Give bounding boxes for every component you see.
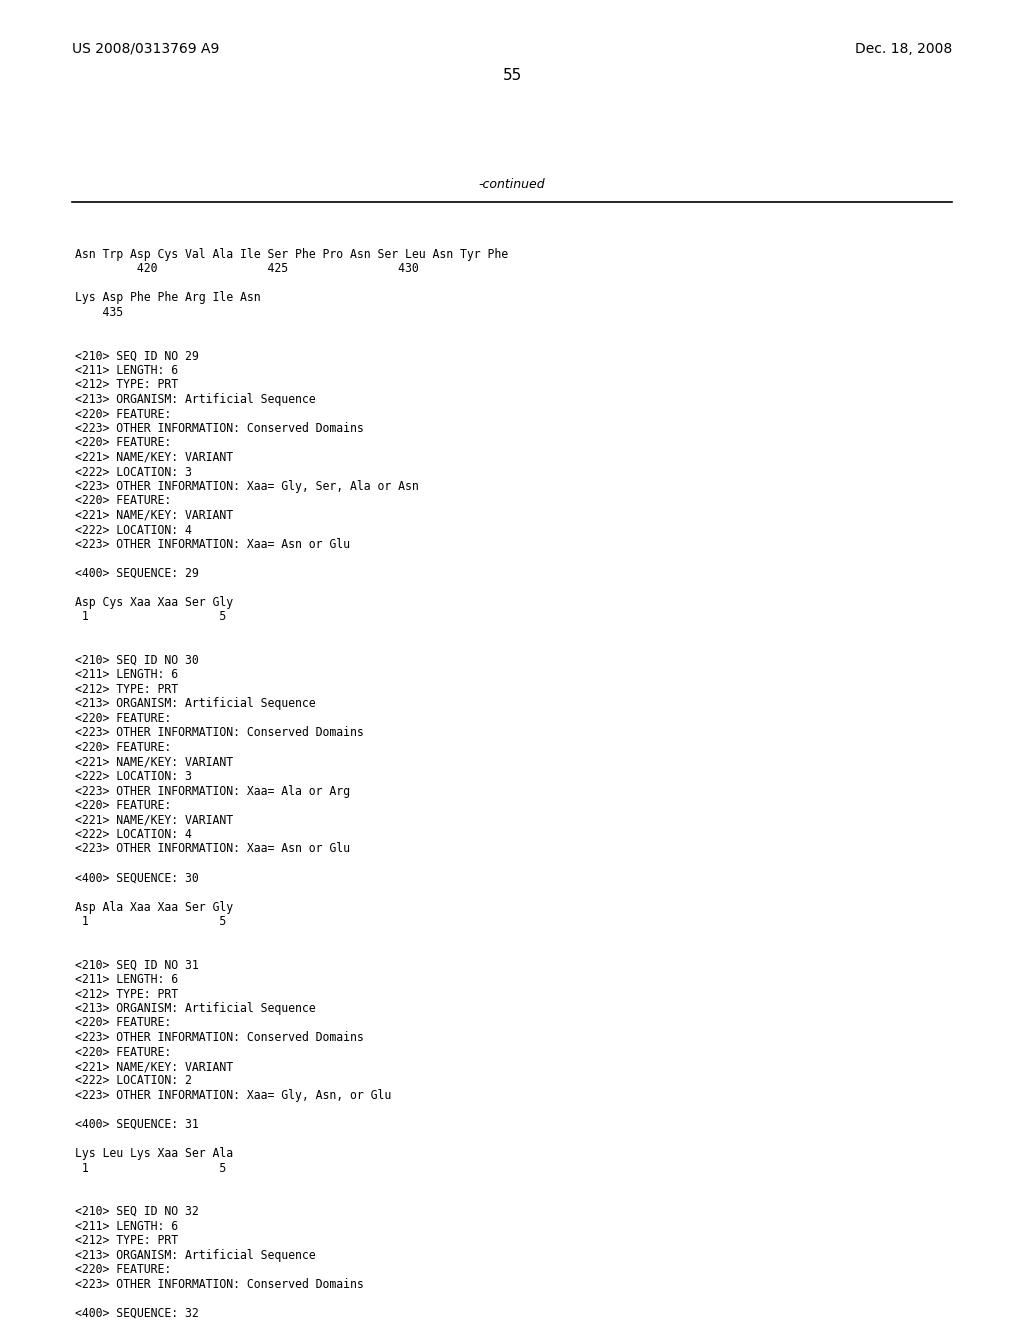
Text: <221> NAME/KEY: VARIANT: <221> NAME/KEY: VARIANT [75,755,233,768]
Text: 55: 55 [503,69,521,83]
Text: <400> SEQUENCE: 30: <400> SEQUENCE: 30 [75,871,199,884]
Text: 420                425                430: 420 425 430 [75,263,419,276]
Text: <213> ORGANISM: Artificial Sequence: <213> ORGANISM: Artificial Sequence [75,393,315,407]
Text: US 2008/0313769 A9: US 2008/0313769 A9 [72,42,219,55]
Text: <220> FEATURE:: <220> FEATURE: [75,1016,171,1030]
Text: <223> OTHER INFORMATION: Xaa= Asn or Glu: <223> OTHER INFORMATION: Xaa= Asn or Glu [75,539,350,550]
Text: <223> OTHER INFORMATION: Conserved Domains: <223> OTHER INFORMATION: Conserved Domai… [75,422,364,436]
Text: <211> LENGTH: 6: <211> LENGTH: 6 [75,973,178,986]
Text: <222> LOCATION: 3: <222> LOCATION: 3 [75,466,191,479]
Text: <221> NAME/KEY: VARIANT: <221> NAME/KEY: VARIANT [75,510,233,521]
Text: <213> ORGANISM: Artificial Sequence: <213> ORGANISM: Artificial Sequence [75,1249,315,1262]
Text: <223> OTHER INFORMATION: Xaa= Gly, Ser, Ala or Asn: <223> OTHER INFORMATION: Xaa= Gly, Ser, … [75,480,419,492]
Text: <210> SEQ ID NO 30: <210> SEQ ID NO 30 [75,653,199,667]
Text: Lys Asp Phe Phe Arg Ile Asn: Lys Asp Phe Phe Arg Ile Asn [75,292,261,305]
Text: <210> SEQ ID NO 29: <210> SEQ ID NO 29 [75,350,199,363]
Text: <211> LENGTH: 6: <211> LENGTH: 6 [75,364,178,378]
Text: <223> OTHER INFORMATION: Xaa= Ala or Arg: <223> OTHER INFORMATION: Xaa= Ala or Arg [75,784,350,797]
Text: Dec. 18, 2008: Dec. 18, 2008 [855,42,952,55]
Text: <212> TYPE: PRT: <212> TYPE: PRT [75,987,178,1001]
Text: Asn Trp Asp Cys Val Ala Ile Ser Phe Pro Asn Ser Leu Asn Tyr Phe: Asn Trp Asp Cys Val Ala Ile Ser Phe Pro … [75,248,508,261]
Text: <213> ORGANISM: Artificial Sequence: <213> ORGANISM: Artificial Sequence [75,1002,315,1015]
Text: <223> OTHER INFORMATION: Xaa= Asn or Glu: <223> OTHER INFORMATION: Xaa= Asn or Glu [75,842,350,855]
Text: <210> SEQ ID NO 32: <210> SEQ ID NO 32 [75,1205,199,1218]
Text: <220> FEATURE:: <220> FEATURE: [75,437,171,450]
Text: <223> OTHER INFORMATION: Conserved Domains: <223> OTHER INFORMATION: Conserved Domai… [75,1031,364,1044]
Text: <220> FEATURE:: <220> FEATURE: [75,1045,171,1059]
Text: 1                   5: 1 5 [75,915,226,928]
Text: <220> FEATURE:: <220> FEATURE: [75,741,171,754]
Text: <212> TYPE: PRT: <212> TYPE: PRT [75,379,178,392]
Text: <210> SEQ ID NO 31: <210> SEQ ID NO 31 [75,958,199,972]
Text: Lys Leu Lys Xaa Ser Ala: Lys Leu Lys Xaa Ser Ala [75,1147,233,1160]
Text: <400> SEQUENCE: 32: <400> SEQUENCE: 32 [75,1307,199,1320]
Text: <212> TYPE: PRT: <212> TYPE: PRT [75,682,178,696]
Text: <220> FEATURE:: <220> FEATURE: [75,799,171,812]
Text: <211> LENGTH: 6: <211> LENGTH: 6 [75,668,178,681]
Text: <220> FEATURE:: <220> FEATURE: [75,1263,171,1276]
Text: Asp Ala Xaa Xaa Ser Gly: Asp Ala Xaa Xaa Ser Gly [75,900,233,913]
Text: <223> OTHER INFORMATION: Xaa= Gly, Asn, or Glu: <223> OTHER INFORMATION: Xaa= Gly, Asn, … [75,1089,391,1102]
Text: 1                   5: 1 5 [75,610,226,623]
Text: <222> LOCATION: 4: <222> LOCATION: 4 [75,828,191,841]
Text: <400> SEQUENCE: 31: <400> SEQUENCE: 31 [75,1118,199,1131]
Text: <220> FEATURE:: <220> FEATURE: [75,711,171,725]
Text: <400> SEQUENCE: 29: <400> SEQUENCE: 29 [75,568,199,579]
Text: <221> NAME/KEY: VARIANT: <221> NAME/KEY: VARIANT [75,813,233,826]
Text: <212> TYPE: PRT: <212> TYPE: PRT [75,1234,178,1247]
Text: <222> LOCATION: 3: <222> LOCATION: 3 [75,770,191,783]
Text: <223> OTHER INFORMATION: Conserved Domains: <223> OTHER INFORMATION: Conserved Domai… [75,1278,364,1291]
Text: <222> LOCATION: 2: <222> LOCATION: 2 [75,1074,191,1088]
Text: 1                   5: 1 5 [75,1162,226,1175]
Text: <211> LENGTH: 6: <211> LENGTH: 6 [75,1220,178,1233]
Text: 435: 435 [75,306,123,319]
Text: <213> ORGANISM: Artificial Sequence: <213> ORGANISM: Artificial Sequence [75,697,315,710]
Text: <221> NAME/KEY: VARIANT: <221> NAME/KEY: VARIANT [75,1060,233,1073]
Text: Asp Cys Xaa Xaa Ser Gly: Asp Cys Xaa Xaa Ser Gly [75,597,233,609]
Text: <220> FEATURE:: <220> FEATURE: [75,408,171,421]
Text: -continued: -continued [478,178,546,191]
Text: <221> NAME/KEY: VARIANT: <221> NAME/KEY: VARIANT [75,451,233,465]
Text: <222> LOCATION: 4: <222> LOCATION: 4 [75,524,191,536]
Text: <220> FEATURE:: <220> FEATURE: [75,495,171,507]
Text: <223> OTHER INFORMATION: Conserved Domains: <223> OTHER INFORMATION: Conserved Domai… [75,726,364,739]
